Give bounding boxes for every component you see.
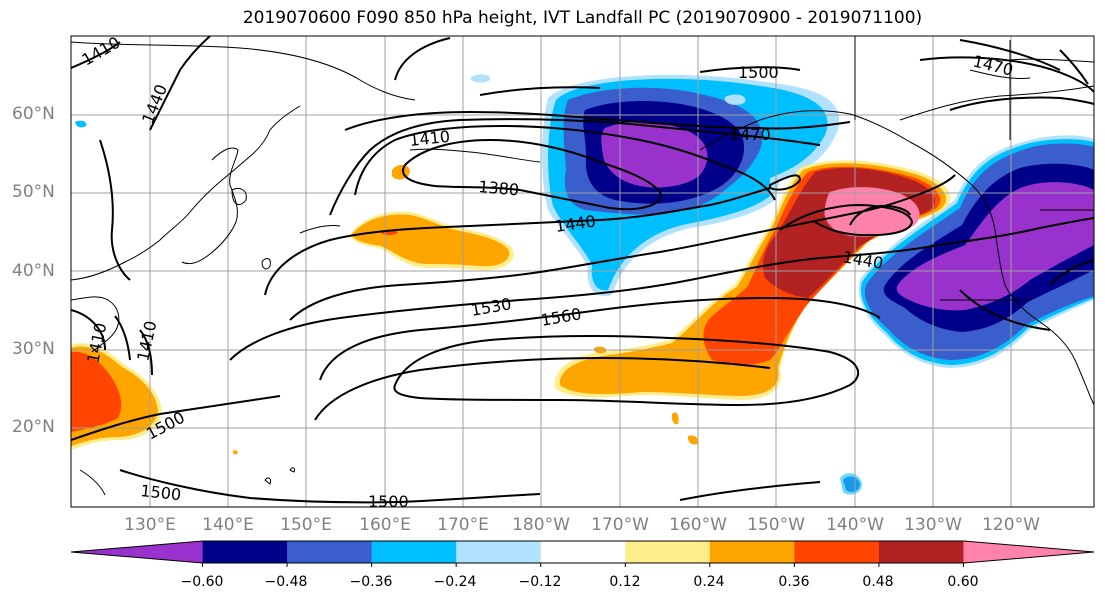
lon-label: 130°E <box>124 515 176 535</box>
contour-label: 1500 <box>738 63 779 82</box>
coastlines <box>71 36 1094 496</box>
colorbar-swatch <box>456 541 542 563</box>
colorbar <box>70 540 1095 567</box>
colorbar-swatch <box>371 541 457 563</box>
lat-label: 50°N <box>12 182 55 202</box>
lat-label: 60°N <box>12 104 55 124</box>
shade-lightblue-spot3 <box>75 120 87 128</box>
colorbar-arrow-right <box>963 541 1094 563</box>
lon-label: 170°E <box>437 515 489 535</box>
colorbar-swatch <box>202 541 288 563</box>
colorbar-swatch <box>709 541 795 563</box>
colorbar-tick-label: 0.12 <box>609 574 641 590</box>
colorbar-tick-label: 0.36 <box>778 574 810 590</box>
colorbar-swatch <box>878 541 964 563</box>
colorbar-swatch <box>794 541 880 563</box>
lon-label: 160°W <box>669 515 727 535</box>
shade-orange-spot5 <box>232 450 238 455</box>
contour-label: 1410 <box>408 127 450 150</box>
lon-label: 150°W <box>747 515 805 535</box>
ivt-shading <box>71 74 1094 495</box>
shade-orange-spot4 <box>687 435 699 445</box>
lon-label: 140°E <box>202 515 254 535</box>
lon-label: 150°E <box>280 515 332 535</box>
colorbar-tick-label: −0.60 <box>180 574 224 590</box>
colorbar-tick-label: −0.36 <box>349 574 393 590</box>
colorbar-tick-label: −0.48 <box>264 574 308 590</box>
shade-orange-central <box>352 214 510 267</box>
colorbar-tick-label: −0.12 <box>518 574 562 590</box>
graticule <box>71 36 1094 507</box>
colorbar-swatch <box>625 541 711 563</box>
colorbar-arrow-left <box>71 541 203 563</box>
shade-orangered-wpac <box>71 351 122 432</box>
height-contours <box>71 36 1094 504</box>
map-frame <box>70 35 1095 508</box>
shade-purple-westcoast <box>896 182 1094 311</box>
colorbar-tick-label: 0.24 <box>693 574 725 590</box>
contour-label: 1500 <box>368 492 409 511</box>
lon-label: 160°E <box>359 515 411 535</box>
lat-label: 30°N <box>12 339 55 359</box>
colorbar-tick-label: −0.24 <box>433 574 477 590</box>
colorbar-tick-label: 0.48 <box>862 574 894 590</box>
shade-lightblue-spot2 <box>470 74 491 83</box>
lat-label: 20°N <box>12 417 55 437</box>
lon-label: 130°W <box>904 515 962 535</box>
contour-label: 1500 <box>140 481 182 504</box>
colorbar-tick-label: 0.60 <box>947 574 979 590</box>
contour-label: 1380 <box>478 177 520 199</box>
colorbar-swatch <box>540 541 626 563</box>
shade-deepskyblue-spot <box>840 473 862 495</box>
shade-lightblue-spot <box>724 94 746 105</box>
lon-label: 180°W <box>512 515 570 535</box>
lon-label: 170°W <box>591 515 649 535</box>
contour-label: 1470 <box>730 125 771 144</box>
lon-label: 120°W <box>982 515 1040 535</box>
figure-title: 2019070600 F090 850 hPa height, IVT Land… <box>242 8 923 28</box>
lon-label: 140°W <box>826 515 884 535</box>
shade-pink-plume <box>824 187 920 237</box>
shade-orange-spot3 <box>671 412 679 425</box>
lat-label: 40°N <box>12 261 55 281</box>
colorbar-swatch <box>287 541 373 563</box>
